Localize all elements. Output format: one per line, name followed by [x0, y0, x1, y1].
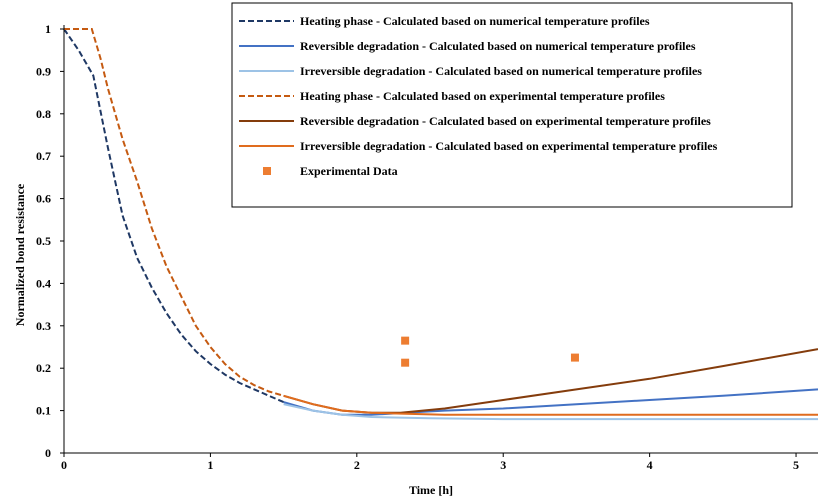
y-tick-label: 0.2	[36, 361, 51, 375]
y-tick-label: 0.1	[36, 404, 51, 418]
legend-label-2: Reversible degradation - Calculated base…	[300, 39, 696, 53]
legend-label-6: Irreversible degradation - Calculated ba…	[300, 139, 718, 153]
legend-label-3: Irreversible degradation - Calculated ba…	[300, 64, 702, 78]
y-tick-label: 0.3	[36, 319, 51, 333]
legend-box	[231, 2, 793, 208]
series-line-3	[283, 403, 818, 421]
legend-label-1: Heating phase - Calculated based on nume…	[300, 14, 650, 28]
y-axis-title: Normalized bond resistance	[13, 183, 27, 326]
experimental-points-layer	[401, 336, 579, 367]
experimental-data-point	[570, 353, 579, 362]
x-tick-label: 2	[354, 458, 360, 472]
y-tick-label: 0.9	[36, 64, 51, 78]
legend-swatch-experimental	[263, 167, 271, 175]
y-tick-label: 0.7	[36, 149, 51, 163]
axes-layer: 0 0.1 0.2 0.3 0.4 0.5 0.6 0.7 0.8 0.9 1 0 1 2 3 4 5	[36, 22, 818, 472]
experimental-data-point	[401, 358, 410, 367]
legend: Heating phase - Calculated based on nume…	[231, 2, 793, 208]
x-axis-title: Time [h]	[409, 483, 453, 497]
series-line-5	[283, 348, 818, 414]
y-tick-label: 0.5	[36, 234, 51, 248]
x-tick-label: 1	[207, 458, 213, 472]
legend-label-5: Reversible degradation - Calculated base…	[300, 114, 711, 128]
legend-label-experimental: Experimental Data	[300, 164, 398, 178]
y-tick-label: 1	[45, 22, 51, 36]
x-tick-label: 5	[793, 458, 799, 472]
y-tick-label: 0.6	[36, 192, 51, 206]
series-line-1	[63, 28, 284, 404]
x-tick-label: 3	[500, 458, 506, 472]
legend-label-4: Heating phase - Calculated based on expe…	[300, 89, 665, 103]
series-layer	[63, 28, 818, 421]
y-tick-label: 0.8	[36, 107, 51, 121]
x-tick-label: 0	[61, 458, 67, 472]
y-tick-label: 0	[45, 446, 51, 460]
x-tick-label: 4	[647, 458, 653, 472]
y-tick-label: 0.4	[36, 276, 51, 290]
series-line-4	[64, 28, 284, 397]
experimental-data-point	[401, 336, 410, 345]
series-line-6	[283, 394, 818, 416]
